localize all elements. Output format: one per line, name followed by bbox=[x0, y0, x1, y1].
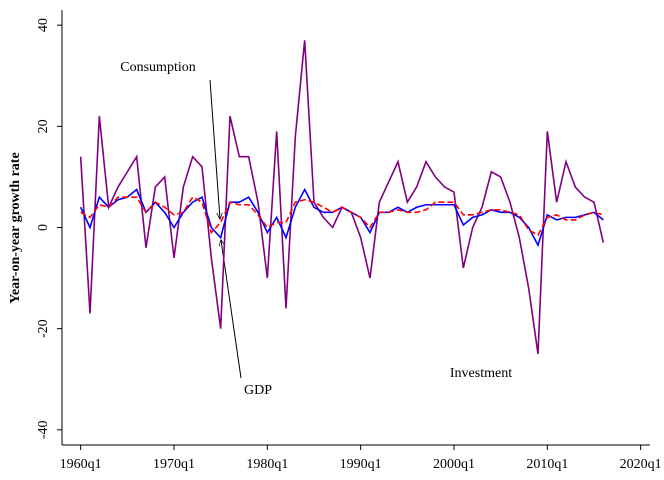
arrow bbox=[209, 79, 220, 219]
x-tick-label: 1980q1 bbox=[246, 457, 288, 472]
y-tick-label: 40 bbox=[36, 18, 51, 32]
x-tick-label: 2010q1 bbox=[526, 457, 568, 472]
y-tick-label: 20 bbox=[36, 119, 51, 133]
annotation: Consumption bbox=[120, 60, 195, 75]
x-tick-label: 2000q1 bbox=[433, 457, 475, 472]
x-tick-label: 1960q1 bbox=[60, 457, 102, 472]
series-line bbox=[79, 187, 604, 248]
annotation: GDP bbox=[244, 383, 272, 398]
annotation: Investment bbox=[450, 366, 512, 381]
y-tick-label: -20 bbox=[36, 319, 51, 338]
x-tick-label: 1970q1 bbox=[153, 457, 195, 472]
y-tick-label: 0 bbox=[36, 224, 51, 231]
series-line bbox=[79, 40, 605, 355]
x-tick-label: 2020q1 bbox=[620, 457, 662, 472]
y-axis-label: Year-on-year growth rate bbox=[8, 152, 23, 303]
x-tick-label: 1990q1 bbox=[340, 457, 382, 472]
y-tick-label: -40 bbox=[36, 420, 51, 439]
series-line bbox=[80, 196, 604, 237]
